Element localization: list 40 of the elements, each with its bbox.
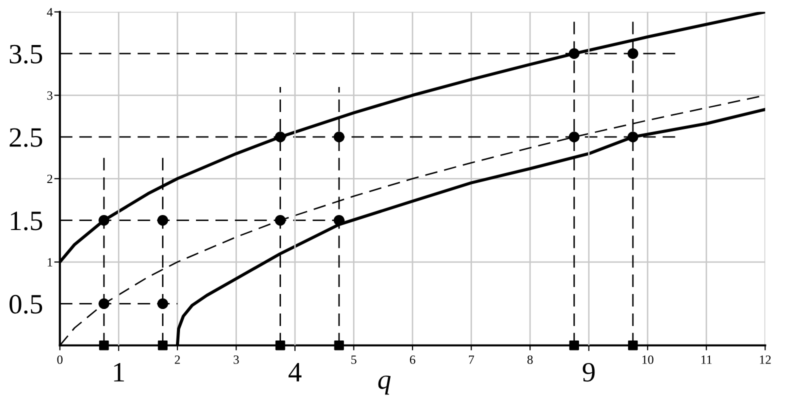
x-axis-title: q [378, 376, 391, 395]
y2-tick-label: 1.5 [10, 212, 42, 230]
point [274, 132, 286, 142]
point [98, 214, 110, 226]
point [99, 340, 109, 350]
x-tick-label: 6 [410, 356, 416, 364]
point [157, 298, 168, 310]
y2-tick-label: 0.5 [10, 294, 42, 314]
x-tick-label: 3 [234, 356, 239, 364]
x-tick-label: 5 [351, 356, 356, 364]
x-tick-label: 10 [642, 355, 654, 364]
point [628, 340, 638, 350]
point [628, 132, 638, 142]
x-tick-label: 2 [174, 356, 180, 364]
x2-tick-label: 1 [114, 362, 124, 382]
point [157, 214, 168, 226]
point [568, 48, 580, 59]
point [334, 132, 344, 142]
y-tick-label: 3 [47, 91, 52, 100]
point [628, 48, 638, 59]
y-tick-label: 1 [48, 258, 52, 266]
point [275, 340, 286, 350]
y2-tick-label: 2.5 [10, 128, 42, 147]
point [98, 298, 110, 310]
point [568, 132, 580, 142]
x2-tick-label: 4 [288, 363, 302, 382]
point [274, 214, 286, 226]
x2-tick-label: 9 [582, 362, 595, 382]
point [158, 340, 168, 350]
x-tick-label: 8 [527, 355, 533, 364]
x-tick-label: 7 [468, 356, 474, 364]
y-tick-label: 4 [46, 8, 53, 16]
point [334, 214, 344, 226]
x-tick-label: 0 [57, 355, 63, 364]
x-tick-label: 12 [760, 356, 771, 364]
y2-tick-label: 3.5 [10, 44, 42, 64]
x-tick-label: 11 [701, 356, 712, 364]
point [569, 340, 579, 350]
y-tick-label: 2 [47, 174, 52, 183]
point [334, 340, 344, 350]
